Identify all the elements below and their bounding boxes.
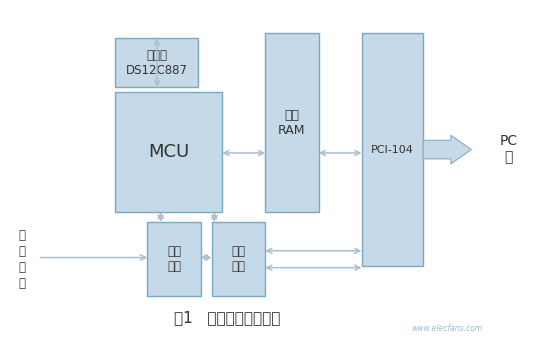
Bar: [115, 38, 198, 87]
Text: 主
时
钟
源: 主 时 钟 源: [18, 229, 25, 290]
Bar: [147, 222, 201, 296]
Bar: [361, 33, 423, 266]
Text: 图1   系统硬件主体框图: 图1 系统硬件主体框图: [175, 310, 281, 325]
Text: PC
机: PC 机: [500, 134, 518, 165]
Text: www.elecfans.com: www.elecfans.com: [412, 324, 483, 333]
FancyArrow shape: [423, 135, 471, 164]
Bar: [265, 33, 319, 212]
Bar: [212, 222, 265, 296]
Text: PCI-104: PCI-104: [371, 144, 414, 155]
Text: 双口
RAM: 双口 RAM: [278, 109, 306, 137]
Text: 译码
逻辑: 译码 逻辑: [232, 245, 246, 273]
Text: 时钟源
DS12C887: 时钟源 DS12C887: [126, 49, 188, 77]
Text: MCU: MCU: [148, 143, 189, 161]
Bar: [115, 92, 222, 212]
Text: 分频
逻辑: 分频 逻辑: [167, 245, 181, 273]
